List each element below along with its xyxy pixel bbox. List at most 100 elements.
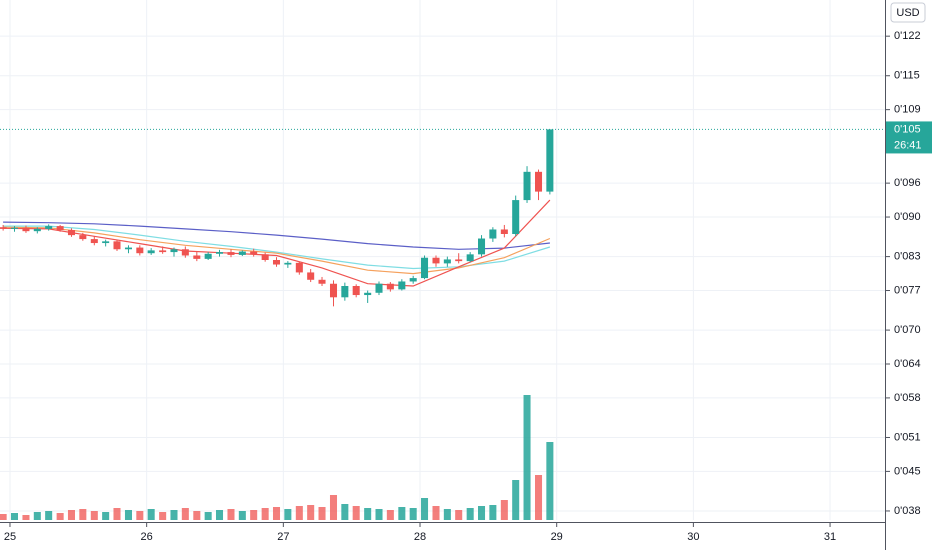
volume-bar xyxy=(546,442,554,520)
volume-bar xyxy=(56,513,64,520)
y-tick-label: 0'070 xyxy=(894,324,921,336)
volume-bar xyxy=(45,511,53,520)
volume-bar xyxy=(0,514,7,520)
volume-bar xyxy=(341,504,349,520)
x-tick-label: 30 xyxy=(687,531,699,543)
candle-body xyxy=(500,229,508,234)
volume-bar xyxy=(238,511,246,520)
candle-body xyxy=(124,247,132,250)
candle-body xyxy=(398,281,406,290)
candle-body xyxy=(90,239,98,244)
candle-body xyxy=(45,226,53,229)
volume-bar xyxy=(67,510,76,520)
volume-bar xyxy=(307,505,315,520)
volume-bar xyxy=(409,508,417,520)
candle-body xyxy=(250,251,258,255)
volume-bar xyxy=(170,510,178,520)
x-tick-label: 25 xyxy=(4,531,16,543)
candle-body xyxy=(329,283,338,298)
candle-body xyxy=(375,283,383,293)
candle-body xyxy=(113,241,121,250)
volume-bar xyxy=(22,515,30,520)
candle-body xyxy=(147,250,155,254)
candle-body xyxy=(22,227,30,232)
candle-body xyxy=(67,230,76,236)
candle-body xyxy=(455,259,463,262)
candle-body xyxy=(546,129,554,192)
volume-bar xyxy=(432,506,440,520)
volume-bar xyxy=(466,508,474,520)
volume-bar xyxy=(398,507,406,520)
candle-body xyxy=(261,254,269,260)
y-tick-label: 0'122 xyxy=(894,30,921,42)
last-price-box xyxy=(886,121,932,154)
y-tick-label: 0'058 xyxy=(894,392,921,404)
candle-body xyxy=(56,226,64,231)
volume-bar xyxy=(204,512,212,520)
volume-bar xyxy=(284,509,292,520)
candle-body xyxy=(421,257,429,279)
candle-body xyxy=(284,262,292,265)
candles xyxy=(0,129,554,307)
y-tick-label: 0'115 xyxy=(894,70,920,82)
volume-bar xyxy=(215,510,224,520)
grid xyxy=(0,0,885,520)
volume-bar xyxy=(318,507,326,520)
volume-bar xyxy=(386,510,394,520)
volume-bar xyxy=(443,509,451,520)
volume-pane xyxy=(0,395,554,520)
candle-body xyxy=(466,254,474,262)
x-tick-label: 28 xyxy=(414,531,426,543)
candle-body xyxy=(523,171,531,201)
moving-average xyxy=(3,226,551,275)
y-tick-label: 0'083 xyxy=(894,251,921,263)
candle-body xyxy=(318,279,326,284)
candle-body xyxy=(341,286,349,298)
candle-body xyxy=(215,252,224,254)
volume-bar xyxy=(79,509,87,520)
volume-bar xyxy=(500,500,508,520)
volume-bar xyxy=(352,506,360,520)
y-tick-label: 0'096 xyxy=(894,177,921,189)
candle-body xyxy=(10,227,19,229)
y-tick-label: 0'109 xyxy=(894,104,921,116)
currency[interactable]: USD xyxy=(896,7,919,19)
candle-body xyxy=(409,278,417,282)
volume-bar xyxy=(455,510,463,520)
y-tick-label: 0'064 xyxy=(894,358,921,370)
candle-body xyxy=(159,250,167,253)
volume-bar xyxy=(375,509,383,520)
volume-bar xyxy=(10,513,19,520)
candle-body xyxy=(364,292,372,296)
moving-average xyxy=(3,221,550,250)
x-tick-label: 26 xyxy=(141,531,153,543)
y-tick-label: 0'051 xyxy=(894,431,921,443)
last-price-label: 0'105 xyxy=(894,123,921,135)
candle-body xyxy=(443,259,451,264)
candle-body xyxy=(352,286,360,296)
volume-bar xyxy=(147,509,155,520)
candle-body xyxy=(272,260,281,265)
currency-button[interactable] xyxy=(890,2,926,23)
candle-body xyxy=(238,251,246,255)
candle-body xyxy=(307,272,315,280)
volume-bar xyxy=(193,511,201,520)
candle-body xyxy=(295,262,303,273)
y-tick-label: 0'090 xyxy=(894,211,921,223)
candle-body xyxy=(432,257,440,264)
candle-body xyxy=(204,253,212,259)
candle-body xyxy=(386,283,394,290)
volume-bar xyxy=(364,508,372,520)
candle-body xyxy=(136,247,144,254)
candle-body xyxy=(33,228,41,232)
x-tick-label: 27 xyxy=(277,531,289,543)
candle-body xyxy=(535,171,543,192)
y-tick-label: 0'045 xyxy=(894,465,921,477)
volume-bar xyxy=(261,508,269,520)
candle-body xyxy=(193,255,201,259)
volume-bar xyxy=(124,510,132,520)
volume-bar xyxy=(33,512,41,520)
volume-bar xyxy=(489,505,497,520)
candle-body xyxy=(79,235,87,240)
